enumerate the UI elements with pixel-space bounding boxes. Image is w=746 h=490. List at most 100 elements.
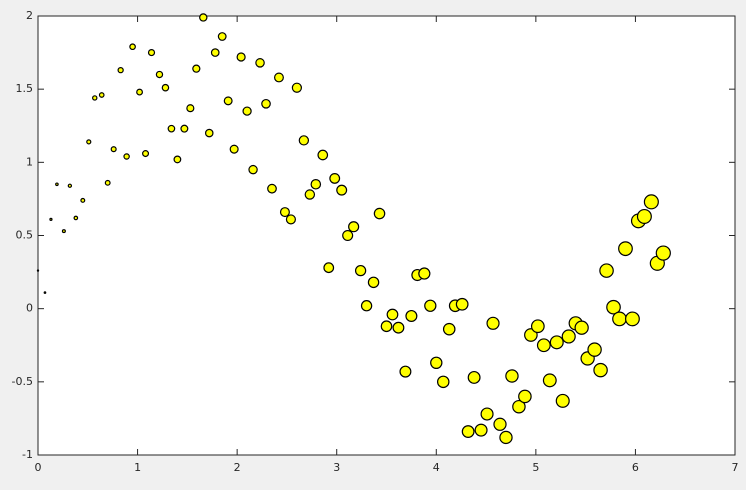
point	[606, 299, 621, 315]
point	[624, 311, 640, 327]
point	[518, 389, 532, 404]
point	[73, 215, 79, 221]
point	[461, 425, 475, 439]
point	[323, 262, 335, 274]
y-tick-label: 0	[26, 302, 33, 315]
y-tick-label: -1	[22, 448, 33, 461]
point	[354, 264, 367, 277]
point	[279, 207, 290, 218]
point	[298, 135, 310, 146]
point	[348, 221, 360, 233]
y-tick-label: 0.5	[16, 229, 34, 242]
point	[155, 70, 164, 79]
point	[147, 48, 156, 57]
point	[49, 217, 53, 222]
point	[530, 319, 545, 334]
point	[248, 164, 258, 175]
point	[442, 322, 456, 336]
point	[36, 269, 40, 272]
point	[217, 32, 227, 41]
point	[612, 311, 627, 327]
point	[285, 214, 296, 225]
point	[129, 43, 136, 51]
point	[317, 149, 329, 161]
point	[55, 182, 59, 187]
point	[104, 179, 111, 186]
point	[599, 263, 614, 278]
point	[180, 124, 189, 133]
point	[261, 98, 271, 109]
point	[204, 128, 214, 138]
point	[493, 417, 507, 431]
y-tick-label: 1.5	[16, 82, 34, 95]
point	[342, 229, 354, 242]
point	[267, 183, 277, 194]
x-tick-label: 3	[333, 461, 340, 474]
point	[304, 189, 316, 200]
point	[229, 144, 239, 154]
point	[655, 245, 671, 261]
point	[67, 183, 73, 188]
point	[61, 229, 66, 234]
point	[373, 207, 386, 220]
x-tick-label: 0	[35, 461, 42, 474]
point	[574, 320, 589, 335]
x-tick-label: 7	[732, 461, 739, 474]
point	[199, 13, 208, 22]
point	[549, 335, 564, 350]
x-tick-label: 4	[433, 461, 440, 474]
point	[405, 309, 418, 323]
point	[161, 83, 170, 92]
point	[192, 64, 201, 73]
point	[274, 72, 284, 83]
point	[117, 66, 124, 74]
point	[392, 321, 405, 334]
y-tick-label: -0.5	[12, 375, 33, 388]
point	[593, 362, 608, 378]
point	[242, 106, 252, 116]
point	[555, 393, 570, 408]
point	[142, 150, 150, 158]
point	[80, 197, 86, 203]
x-tick-label: 6	[632, 461, 639, 474]
point	[167, 124, 176, 133]
point	[329, 172, 341, 184]
point	[587, 342, 602, 357]
point	[43, 291, 47, 294]
point	[643, 194, 659, 210]
x-tick-label: 5	[532, 461, 539, 474]
point	[291, 82, 303, 93]
point	[86, 139, 92, 145]
y-tick-label: 2	[26, 9, 33, 22]
point	[123, 153, 130, 160]
point	[310, 179, 322, 190]
point	[474, 423, 488, 437]
point	[386, 308, 399, 321]
point	[418, 267, 431, 280]
point	[255, 58, 265, 68]
point	[437, 375, 450, 389]
point	[536, 338, 551, 353]
point	[336, 184, 348, 196]
point	[136, 88, 143, 96]
point	[223, 96, 233, 106]
point	[210, 48, 220, 57]
y-tick-label: 1	[26, 155, 33, 168]
point	[110, 146, 117, 153]
point	[542, 373, 557, 388]
point	[92, 95, 98, 101]
point	[424, 299, 437, 312]
point	[618, 241, 633, 257]
point	[455, 297, 469, 311]
point	[480, 407, 494, 421]
point	[186, 104, 195, 113]
point	[505, 369, 519, 383]
point	[467, 370, 481, 384]
x-tick-label: 1	[134, 461, 141, 474]
point	[512, 399, 526, 414]
point	[98, 92, 105, 98]
point	[367, 276, 380, 289]
x-tick-label: 2	[234, 461, 241, 474]
point	[236, 52, 246, 62]
